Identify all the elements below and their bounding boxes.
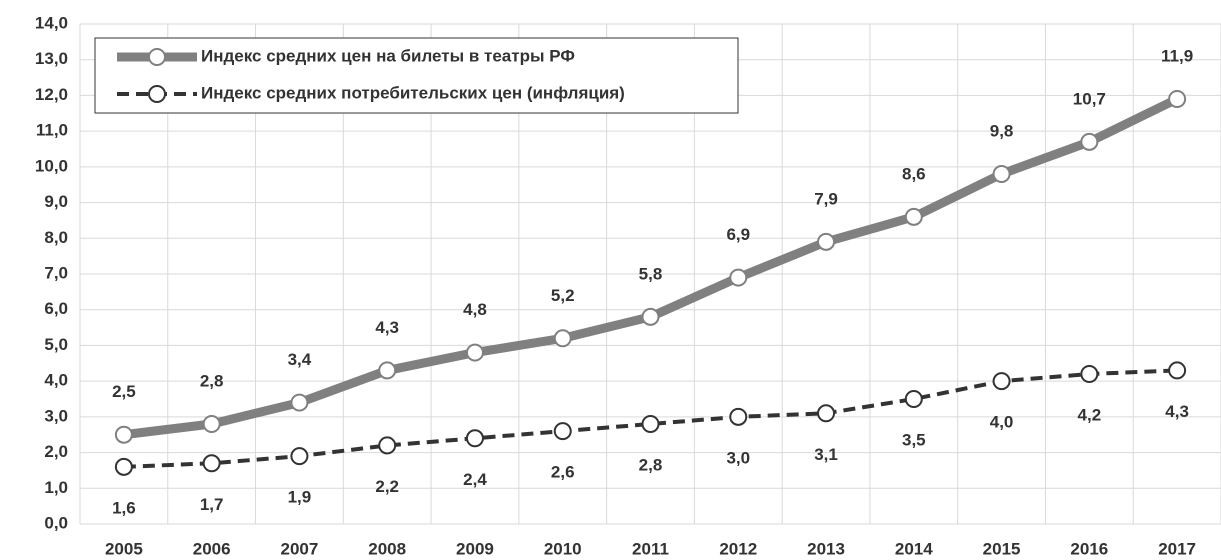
- data-label: 4,3: [1165, 402, 1189, 421]
- marker: [1080, 132, 1099, 151]
- x-tick-label: 2009: [456, 539, 494, 558]
- legend-label: Индекс средних цен на билеты в театры РФ: [201, 46, 575, 65]
- marker: [1168, 361, 1187, 380]
- data-label: 2,6: [551, 463, 575, 482]
- marker: [1168, 90, 1187, 108]
- data-label: 8,6: [902, 164, 926, 183]
- x-tick-label: 2011: [632, 539, 669, 558]
- legend-marker: [148, 48, 166, 66]
- x-tick-label: 2013: [807, 539, 845, 558]
- y-tick-label: 3,0: [44, 406, 68, 425]
- data-label: 2,2: [375, 477, 399, 496]
- marker: [904, 207, 923, 226]
- data-label: 7,9: [814, 189, 838, 208]
- marker: [817, 404, 836, 423]
- data-label: 3,1: [814, 445, 838, 464]
- marker: [729, 407, 748, 426]
- marker: [553, 422, 572, 441]
- marker: [641, 415, 660, 433]
- x-tick-label: 2005: [105, 539, 143, 558]
- marker: [202, 454, 221, 473]
- marker: [992, 165, 1011, 183]
- data-label: 1,7: [200, 495, 224, 514]
- y-tick-label: 10,0: [35, 156, 68, 175]
- data-label: 2,8: [200, 371, 224, 390]
- marker: [817, 232, 836, 251]
- data-label: 3,4: [288, 350, 312, 369]
- marker: [378, 436, 397, 455]
- x-tick-label: 2008: [368, 539, 406, 558]
- data-label: 3,0: [726, 448, 750, 467]
- data-label: 1,9: [288, 488, 312, 507]
- marker: [904, 390, 923, 408]
- marker: [290, 447, 309, 466]
- data-label: 4,8: [463, 300, 487, 319]
- marker: [114, 425, 133, 444]
- y-tick-label: 2,0: [44, 442, 68, 461]
- data-label: 4,2: [1078, 405, 1102, 424]
- data-label: 9,8: [990, 121, 1014, 140]
- marker: [1080, 365, 1099, 383]
- marker: [992, 372, 1011, 391]
- x-tick-label: 2017: [1158, 539, 1196, 558]
- y-tick-label: 4,0: [44, 371, 68, 390]
- legend-marker: [148, 85, 166, 103]
- marker: [465, 429, 484, 448]
- x-tick-label: 2015: [983, 539, 1021, 558]
- y-tick-label: 5,0: [44, 335, 68, 354]
- y-tick-label: 12,0: [35, 85, 68, 104]
- marker: [729, 268, 748, 287]
- x-tick-label: 2014: [895, 539, 933, 558]
- data-label: 6,9: [726, 225, 750, 244]
- y-tick-label: 7,0: [44, 263, 68, 282]
- data-label: 2,4: [463, 470, 487, 489]
- y-tick-label: 14,0: [35, 13, 68, 32]
- marker: [114, 457, 133, 476]
- y-tick-label: 9,0: [44, 192, 68, 211]
- data-label: 5,8: [639, 264, 663, 283]
- data-label: 11,9: [1161, 46, 1193, 65]
- marker: [202, 415, 221, 433]
- data-label: 1,6: [112, 498, 136, 517]
- y-tick-label: 13,0: [35, 49, 68, 68]
- y-tick-label: 8,0: [44, 228, 68, 247]
- x-tick-label: 2012: [719, 539, 757, 558]
- data-label: 2,5: [112, 382, 136, 401]
- x-tick-label: 2010: [544, 539, 582, 558]
- data-label: 4,0: [990, 413, 1014, 432]
- legend-label: Индекс средних потребительских цен (инфл…: [201, 83, 625, 102]
- legend-box: [94, 37, 739, 114]
- marker: [641, 307, 660, 326]
- marker: [465, 343, 484, 362]
- data-label: 4,3: [375, 318, 399, 337]
- y-tick-label: 6,0: [44, 299, 68, 318]
- x-tick-label: 2007: [281, 539, 319, 558]
- x-tick-label: 2016: [1070, 539, 1108, 558]
- x-tick-label: 2006: [193, 539, 231, 558]
- data-label: 2,8: [639, 455, 663, 474]
- y-tick-label: 0,0: [44, 513, 68, 532]
- data-label: 10,7: [1073, 89, 1106, 108]
- data-label: 5,2: [551, 286, 575, 305]
- data-label: 3,5: [902, 430, 926, 449]
- y-tick-label: 11,0: [36, 121, 68, 140]
- marker: [290, 393, 309, 412]
- marker: [553, 329, 572, 348]
- marker: [378, 361, 397, 380]
- y-tick-label: 1,0: [44, 478, 68, 497]
